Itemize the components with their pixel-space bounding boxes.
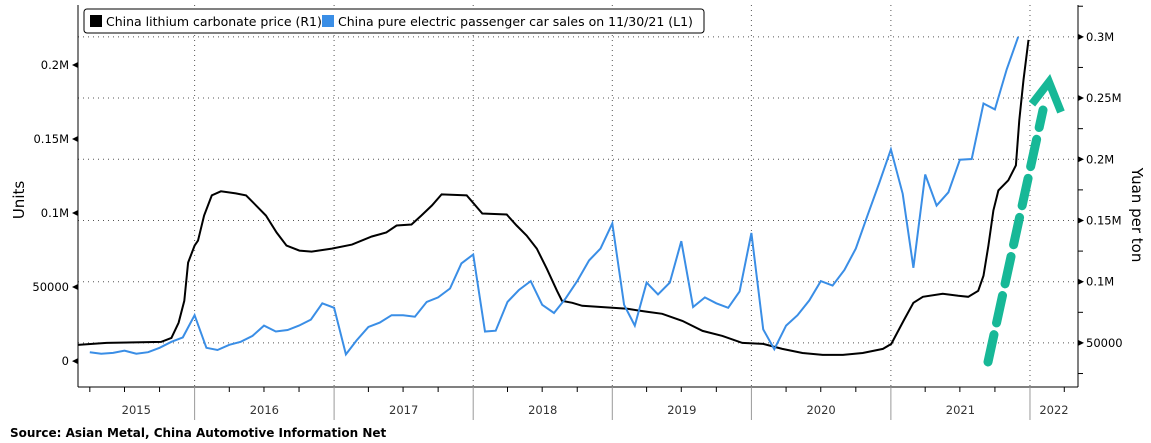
- y-axis-right-tick: [1078, 95, 1084, 102]
- y-axis-left-tick: [72, 358, 78, 365]
- series-layer: [77, 36, 1030, 357]
- y-axis-left-title: Units: [10, 181, 28, 220]
- x-axis-tick-label: 2019: [667, 403, 696, 417]
- x-axis-tick-label: 2018: [528, 403, 557, 417]
- y-axis-right-tick: [1078, 339, 1084, 346]
- y-axis-right-title: Yuan per ton: [1128, 167, 1146, 263]
- series-line-ev-sales: [89, 36, 1020, 357]
- dashed-arrow-shaft: [983, 105, 1048, 367]
- y-axis-left-tick-label: 0.2M: [41, 58, 69, 72]
- y-axis-right-tick: [1078, 33, 1084, 40]
- grid: [78, 5, 1078, 387]
- y-axis-left-tick-label: 0.15M: [33, 132, 69, 146]
- arrow-head-icon: [1028, 74, 1065, 114]
- legend-swatch-lithium: [90, 15, 102, 27]
- y-axis-right-tick: [1078, 156, 1084, 163]
- y-axis-right-tick: [1078, 278, 1084, 285]
- legend-label-ev-sales: China pure electric passenger car sales …: [338, 14, 693, 29]
- axes: 50000 0.1M 0.15M 0.2M 0.25M 0.3M 0 50000 0.1M 0.1…: [32, 5, 1123, 420]
- legend: China lithium carbonate price (R1) China…: [83, 8, 705, 34]
- series-line-lithium-price: [77, 39, 1030, 356]
- x-axis-tick-label: 2017: [389, 403, 418, 417]
- y-axis-left-tick: [72, 135, 78, 142]
- source-note: Source: Asian Metal, China Automotive In…: [10, 426, 387, 440]
- x-axis-tick-label: 2022: [1039, 403, 1068, 417]
- y-axis-left-tick-label: 0: [62, 354, 69, 368]
- y-axis-left-tick: [72, 284, 78, 291]
- y-axis-right-tick-label: 0.2M: [1086, 152, 1114, 166]
- legend-swatch-ev-sales: [322, 15, 334, 27]
- y-axis-left-tick-label: 50000: [32, 280, 69, 294]
- y-axis-right-tick-label: 0.15M: [1086, 213, 1122, 227]
- y-axis-right-tick: [1078, 217, 1084, 224]
- legend-label-lithium: China lithium carbonate price (R1): [106, 14, 322, 29]
- y-axis-right-tick-label: 0.25M: [1086, 91, 1122, 105]
- y-axis-left-tick-label: 0.1M: [41, 206, 69, 220]
- y-axis-right-tick-label: 50000: [1086, 336, 1123, 350]
- x-axis-tick-label: 2015: [122, 403, 151, 417]
- x-axis-tick-label: 2021: [946, 403, 975, 417]
- y-axis-left-tick: [72, 210, 78, 217]
- annotation-arrow: [983, 74, 1065, 367]
- x-axis-tick-label: 2020: [806, 403, 835, 417]
- x-axis-tick-label: 2016: [250, 403, 279, 417]
- y-axis-left-tick: [72, 61, 78, 68]
- y-axis-right-tick-label: 0.3M: [1086, 30, 1114, 44]
- y-axis-right-tick-label: 0.1M: [1086, 275, 1114, 289]
